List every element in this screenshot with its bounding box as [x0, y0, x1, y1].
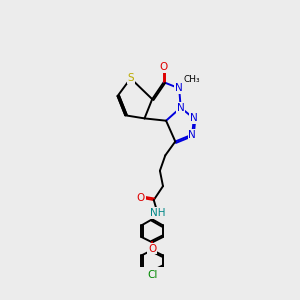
- Text: O: O: [148, 244, 156, 254]
- Text: O: O: [160, 62, 168, 72]
- Text: N: N: [188, 130, 196, 140]
- Text: NH: NH: [150, 208, 165, 218]
- Text: Cl: Cl: [147, 270, 158, 280]
- Text: N: N: [190, 113, 198, 123]
- Text: N: N: [175, 83, 183, 93]
- Text: S: S: [127, 73, 134, 83]
- Text: CH₃: CH₃: [184, 75, 201, 84]
- Text: O: O: [136, 193, 145, 203]
- Text: N: N: [177, 103, 184, 112]
